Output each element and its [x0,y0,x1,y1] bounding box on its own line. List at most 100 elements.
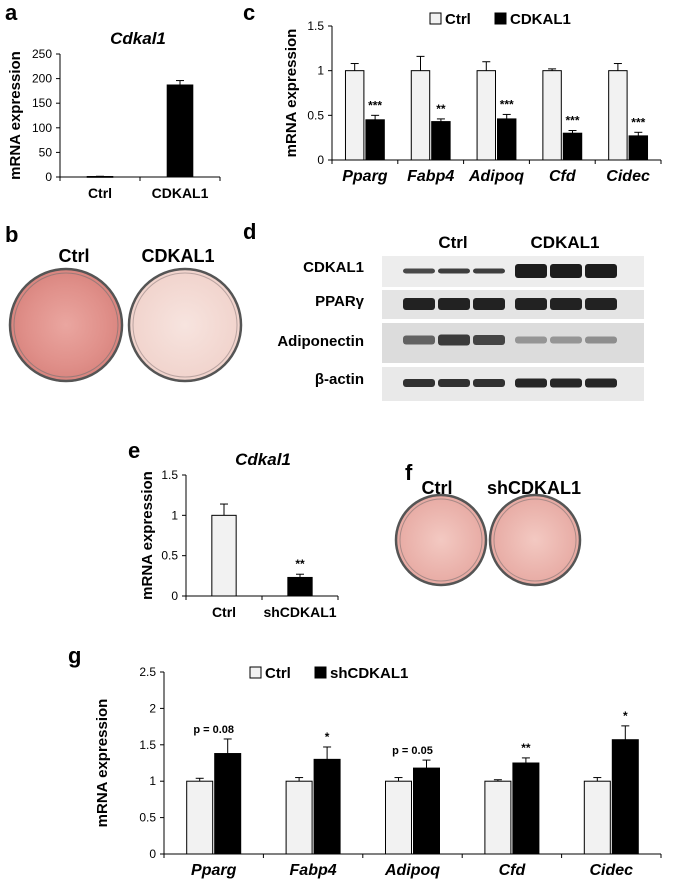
chart-a-ytick-label: 100 [32,121,52,135]
chart-g-bar [484,780,512,855]
chart-e-bar [211,514,237,597]
well-ctrl [8,267,124,383]
chart-g-bar [313,758,341,855]
well-label-shcdkal1: shCDKAL1 [487,478,581,498]
chart-g-ytick-label: 1 [149,774,156,788]
well-cdkal1 [127,267,243,383]
blot-band [438,268,470,274]
chart-e-ytick-label: 0.5 [161,549,178,563]
panel-letter-f: f [405,460,413,485]
chart-g-bar [214,753,242,855]
chart-e-ylabel: mRNA expression [139,471,156,600]
chart-e-ytick-label: 0 [171,589,178,603]
chart-c-bar [476,70,496,161]
chart-e-ytick-label: 1 [171,508,178,522]
well-rim-ctrl [13,272,119,378]
blot-group-cdkal1: CDKAL1 [531,233,600,252]
chart-g: mRNA expression 0 0.5 1 1.5 2 2.5 Pparg Fabp4 Adi… [94,665,662,879]
panel-b-wells: Ctrl CDKAL1 [8,246,243,383]
chart-g-ytick-label: 0.5 [139,811,156,825]
chart-g-bar [285,780,313,855]
blot-band [550,378,582,388]
chart-g-category-label: Pparg [191,862,237,879]
chart-g-category-label: Cidec [590,862,634,879]
blot-band [515,378,547,388]
blot-band [438,334,470,346]
chart-e-category-label: shCDKAL1 [263,604,336,620]
chart-c-category-label: Adipoq [468,168,524,185]
blot-band [550,264,582,278]
well-ctrl-f [394,493,488,587]
chart-c-significance: *** [631,115,645,129]
chart-c-significance: *** [566,114,580,128]
chart-c-bar [542,70,562,161]
blot-band [473,268,505,274]
blot-row-label-cdkal1: CDKAL1 [303,259,364,276]
blot-band [473,335,505,345]
chart-g-category-label: Cfd [499,862,527,879]
blot-row-label-ppar: PPARγ [315,293,365,310]
chart-e-category-label: Ctrl [212,604,236,620]
blot-bands [403,264,617,388]
chart-a-ytick-label: 0 [45,170,52,184]
chart-g-category-label: Adipoq [384,862,440,879]
chart-c-category-label: Pparg [342,168,388,185]
chart-c-ytick-label: 0.5 [307,108,324,122]
blot-band [403,379,435,387]
well-rim-ctrl-f [399,498,483,582]
chart-g-ytick-label: 0 [149,847,156,861]
chart-a: Cdkal1 mRNA expression 0 50 100 150 200 250 Ctrl… [7,29,221,201]
chart-c-significance: ** [436,102,446,116]
blot-band [473,298,505,310]
chart-c-bar [562,132,583,161]
chart-c-ylabel: mRNA expression [283,29,300,158]
chart-c-bar [628,135,649,161]
chart-c-category-label: Cfd [549,168,577,185]
chart-g-ytick-label: 2 [149,701,156,715]
blot-band [438,298,470,310]
panel-f-wells: Ctrl shCDKAL1 [394,478,582,587]
blot-band [473,379,505,387]
chart-c-significance: *** [368,98,382,112]
chart-g-legend-swatch [249,666,262,679]
chart-a-ylabel: mRNA expression [7,51,24,180]
chart-g-category-label: Fabp4 [290,862,337,879]
chart-c-ytick-label: 1.5 [307,19,324,33]
well-shcdkal1 [488,493,582,587]
well-rim-cdkal1 [132,272,238,378]
chart-e-ytick-label: 1.5 [161,468,178,482]
blot-band [403,298,435,310]
chart-g-significance: p = 0.08 [193,724,234,736]
blot-band [403,335,435,345]
chart-c-legend-swatch [429,12,442,25]
chart-c-significance: *** [500,97,514,111]
blot-group-ctrl: Ctrl [438,233,467,252]
chart-g-ytick-label: 2.5 [139,665,156,679]
blot-band [550,336,582,344]
chart-g-bar [186,780,214,855]
panel-letter-b: b [5,222,18,247]
blot-band [438,379,470,387]
chart-g-ylabel: mRNA expression [94,699,111,828]
chart-c-bar [365,119,385,161]
panel-letter-a: a [5,0,18,25]
chart-c-bar [497,118,517,161]
blot-band [585,298,617,310]
chart-g-legend-label: Ctrl [265,665,291,682]
chart-c-category-label: Cidec [606,168,650,185]
chart-g-bar [512,762,540,855]
chart-c-ytick-label: 0 [317,153,324,167]
blot-band [585,378,617,388]
chart-e: Cdkal1 mRNA expression 0 0.5 1 1.5 Ctrl shCDKAL… [139,450,339,620]
chart-c-legend-label: Ctrl [445,11,471,28]
chart-c-bar [410,70,431,161]
chart-c-legend-label: CDKAL1 [510,11,571,28]
chart-g-ytick-label: 1.5 [139,738,156,752]
chart-e-significance: ** [295,557,305,571]
chart-c-bar [608,70,628,161]
chart-c-ytick-label: 1 [317,64,324,78]
chart-a-bar [166,84,194,178]
chart-c-legend-swatch [494,12,507,25]
blot-band [585,336,617,344]
blot-band [550,298,582,310]
